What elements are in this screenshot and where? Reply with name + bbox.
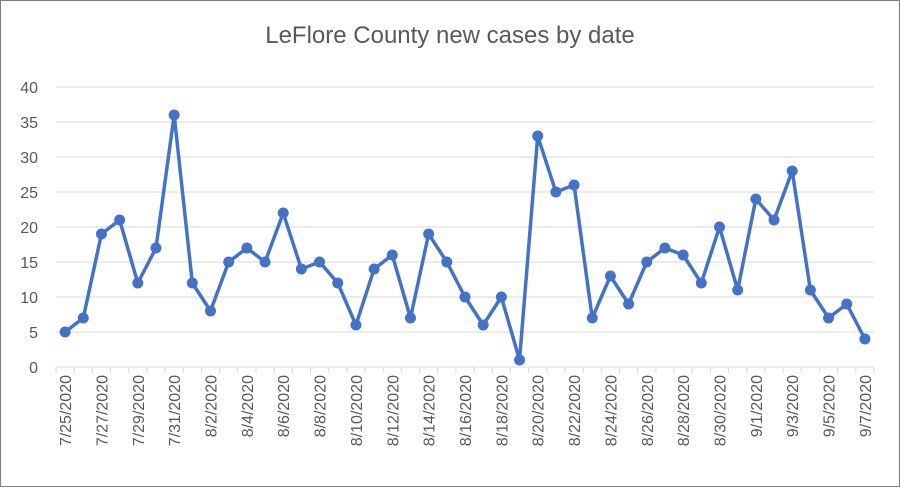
data-point: [750, 193, 762, 205]
x-tick-label: 8/14/2020: [422, 375, 439, 446]
x-tick-label: 8/2/2020: [204, 375, 221, 437]
data-point: [295, 263, 307, 275]
data-point: [659, 242, 671, 254]
data-point: [623, 298, 635, 310]
y-tick-label: 35: [20, 115, 38, 132]
y-tick-label: 40: [20, 80, 38, 97]
x-tick-label: 8/26/2020: [640, 375, 657, 446]
data-point: [332, 277, 344, 289]
gridlines: [56, 86, 874, 333]
data-point: [404, 312, 416, 324]
x-tick-label: 9/5/2020: [822, 375, 839, 437]
data-point: [641, 256, 653, 268]
x-tick-label: 8/22/2020: [567, 375, 584, 446]
y-axis-ticks: 0 5 10 15 20 25 30 35 40: [20, 80, 38, 377]
x-tick-label: 8/20/2020: [531, 375, 548, 446]
x-axis: [55, 366, 875, 373]
x-tick-label: 8/8/2020: [313, 375, 330, 437]
data-point: [859, 333, 871, 345]
data-point: [713, 221, 725, 233]
y-tick-label: 20: [20, 220, 38, 237]
data-point: [186, 277, 198, 289]
y-tick-label: 0: [29, 360, 38, 377]
data-point: [423, 228, 435, 240]
x-tick-label: 8/24/2020: [603, 375, 620, 446]
data-point: [804, 284, 816, 296]
y-tick-label: 15: [20, 255, 38, 272]
y-tick-label: 25: [20, 185, 38, 202]
data-point: [114, 214, 126, 226]
y-tick-label: 10: [20, 290, 38, 307]
x-tick-label: 8/12/2020: [385, 375, 402, 446]
data-point: [677, 249, 689, 261]
data-point: [223, 256, 235, 268]
data-point: [368, 263, 380, 275]
y-tick-label: 5: [29, 325, 38, 342]
x-tick-label: 8/6/2020: [276, 375, 293, 437]
data-point: [768, 214, 780, 226]
x-tick-label: 7/25/2020: [58, 375, 75, 446]
x-tick-label: 8/10/2020: [349, 375, 366, 446]
data-point: [386, 249, 398, 261]
x-tick-label: 9/7/2020: [858, 375, 875, 437]
data-point: [841, 298, 853, 310]
data-point: [477, 319, 489, 331]
data-point: [441, 256, 453, 268]
series-line: [63, 113, 867, 362]
data-point: [695, 277, 707, 289]
data-point: [604, 270, 616, 282]
series-plot: [59, 109, 871, 366]
x-axis-ticks: 7/25/2020 7/27/2020 7/29/2020 7/31/2020 8/2/…: [58, 375, 875, 446]
x-tick-label: 7/29/2020: [131, 375, 148, 446]
data-point: [241, 242, 253, 254]
x-tick-label: 8/18/2020: [494, 375, 511, 446]
x-tick-label: 9/3/2020: [785, 375, 802, 437]
x-tick-label: 7/27/2020: [94, 375, 111, 446]
data-point: [59, 326, 71, 338]
x-tick-label: 8/28/2020: [676, 375, 693, 446]
data-point: [205, 305, 217, 317]
data-point: [459, 291, 471, 303]
x-tick-label: 7/31/2020: [167, 375, 184, 446]
data-point: [550, 186, 562, 198]
data-point: [495, 291, 507, 303]
y-tick-label: 30: [20, 150, 38, 167]
data-point: [514, 354, 526, 366]
data-point: [823, 312, 835, 324]
data-point: [95, 228, 107, 240]
data-point: [132, 277, 144, 289]
data-point: [277, 207, 289, 219]
data-point: [786, 165, 798, 177]
data-point: [568, 179, 580, 191]
data-point: [77, 312, 89, 324]
data-point: [532, 130, 544, 142]
x-tick-label: 8/4/2020: [240, 375, 257, 437]
data-point: [168, 109, 180, 121]
data-point: [350, 319, 362, 331]
x-tick-label: 9/1/2020: [749, 375, 766, 437]
x-tick-label: 8/16/2020: [458, 375, 475, 446]
chart-title: LeFlore County new cases by date: [265, 22, 635, 49]
data-point: [586, 312, 598, 324]
data-point: [259, 256, 271, 268]
x-tick-label: 8/30/2020: [712, 375, 729, 446]
data-point: [732, 284, 744, 296]
data-point: [150, 242, 162, 254]
data-point: [314, 256, 326, 268]
